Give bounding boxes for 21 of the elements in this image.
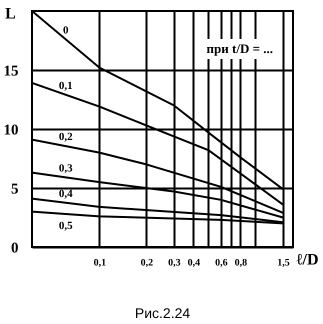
series-label: 0,4 (58, 188, 74, 200)
x-tick-label: 0,8 (234, 258, 248, 268)
y-tick-label: 5 (11, 182, 18, 198)
x-axis-title: ℓ/D (296, 252, 318, 268)
y-axis-title: L (5, 6, 16, 22)
series-label: 0,3 (58, 162, 74, 174)
x-tick-label: 0,6 (215, 258, 228, 268)
y-tick-label: 0 (11, 240, 18, 256)
text: Рис.2.24 (134, 305, 190, 321)
x-tick-label: 1,5 (277, 258, 290, 268)
series-label: 0 (62, 24, 69, 36)
series-label: 0,1 (58, 80, 73, 92)
x-tick-label: 0,3 (168, 258, 181, 268)
series-label: 0,5 (58, 220, 74, 232)
y-tick-label: 15 (4, 64, 18, 80)
x-tick-label: 0,4 (188, 258, 200, 268)
x-tick-label: 0,1 (94, 258, 106, 268)
y-tick-label: 10 (4, 122, 18, 138)
series-label: 0,2 (58, 131, 74, 144)
annotation: при t/D = ... (206, 41, 273, 56)
x-tick-label: 0,2 (140, 258, 154, 268)
